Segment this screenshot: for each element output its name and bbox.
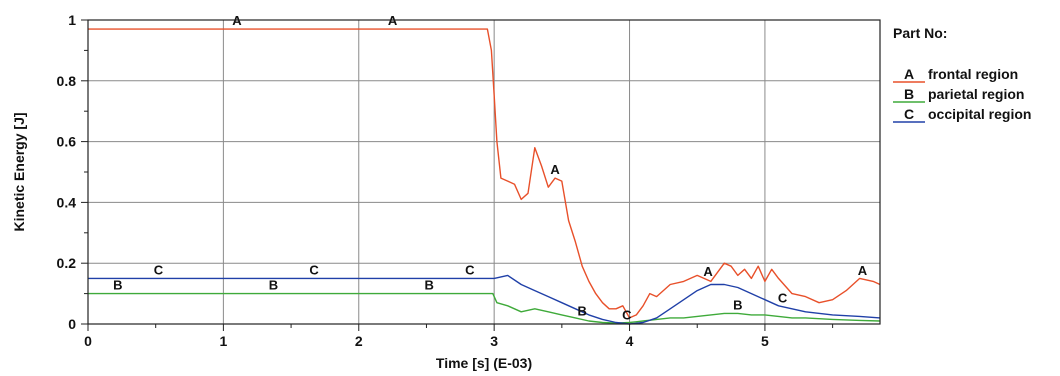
curve-marker-a: A: [232, 13, 242, 28]
curve-marker-c: C: [778, 291, 788, 306]
x-tick-label: 5: [761, 333, 769, 349]
curve-marker-b: B: [269, 278, 278, 293]
x-tick-label: 4: [626, 333, 634, 349]
series-line-c: [88, 274, 881, 325]
legend-entry-b: parietal region: [928, 86, 1024, 102]
curve-marker-b: B: [733, 297, 742, 312]
curve-marker-a: A: [703, 264, 713, 279]
legend-title: Part No:: [893, 25, 947, 41]
x-axis-ticks: 0 1 2 3 4 5: [84, 324, 834, 349]
curve-marker-b: B: [424, 278, 433, 293]
x-tick-label: 0: [84, 333, 92, 349]
curve-marker-c: C: [309, 262, 319, 277]
grid-lines: [88, 20, 880, 324]
legend-letter: B: [904, 86, 914, 102]
curve-marker-a: A: [858, 263, 868, 278]
y-tick-label: 0.8: [57, 73, 77, 89]
curve-letter-markers: A A A A A B B B B B C C C C C: [113, 13, 868, 323]
legend-letter: C: [904, 106, 914, 122]
x-tick-label: 3: [490, 333, 498, 349]
curve-marker-a: A: [550, 162, 560, 177]
x-tick-label: 1: [219, 333, 227, 349]
curve-marker-a: A: [388, 13, 398, 28]
curve-marker-c: C: [622, 308, 632, 323]
legend-letter: A: [904, 66, 914, 82]
curve-marker-c: C: [465, 262, 475, 277]
y-tick-label: 1: [68, 12, 76, 28]
series-line-b: [88, 292, 881, 324]
y-tick-label: 0.6: [57, 134, 77, 150]
y-axis-label: Kinetic Energy [J]: [11, 112, 27, 231]
x-tick-label: 2: [355, 333, 363, 349]
legend-entry-a: frontal region: [928, 66, 1018, 82]
x-axis-label: Time [s] (E-03): [436, 355, 532, 371]
series-layer: [88, 28, 881, 325]
y-tick-label: 0.2: [57, 255, 77, 271]
y-axis-ticks: 0 0.2 0.4 0.6 0.8 1: [57, 12, 88, 332]
legend-entry-c: occipital region: [928, 106, 1031, 122]
curve-marker-b: B: [577, 303, 586, 318]
y-tick-label: 0: [68, 316, 76, 332]
series-line-a: [88, 28, 881, 319]
curve-marker-b: B: [113, 278, 122, 293]
curve-marker-c: C: [154, 262, 164, 277]
y-tick-label: 0.4: [57, 194, 77, 210]
